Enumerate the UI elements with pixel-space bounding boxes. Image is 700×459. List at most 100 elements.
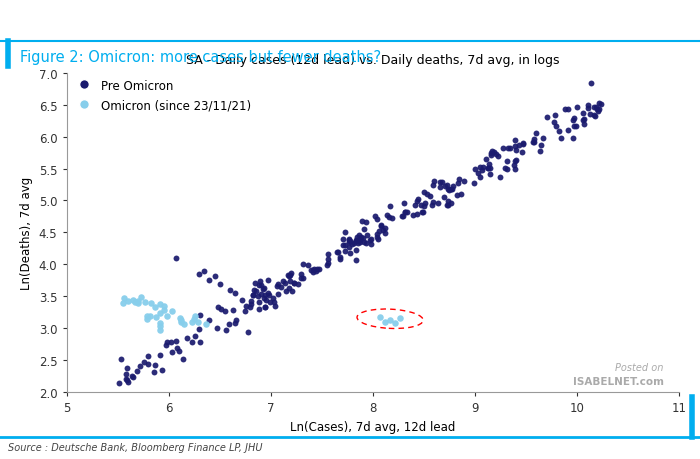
Point [568,123,579,130]
Point [441,202,452,209]
Point [510,166,521,174]
Point [578,121,589,129]
Point [155,351,166,358]
Point [594,106,605,114]
Point [337,242,349,250]
Point [253,293,264,301]
Point [162,312,173,319]
Point [419,189,430,196]
Point [371,216,382,223]
Point [440,183,451,190]
Point [256,282,267,289]
Point [193,325,204,333]
Point [428,199,439,207]
Point [476,167,487,174]
Point [176,316,187,324]
Point [477,164,489,172]
Point [373,228,384,235]
Point [443,186,454,194]
Point [358,225,370,233]
Point [136,293,147,301]
Point [550,123,561,130]
Point [186,339,197,347]
Point [120,375,131,383]
Point [591,106,602,114]
Point [246,297,257,305]
Point [118,295,130,302]
Y-axis label: Ln(Deaths), 7d avg: Ln(Deaths), 7d avg [20,176,34,290]
Point [584,112,595,119]
Point [505,146,516,153]
Point [555,135,566,142]
Point [445,200,456,207]
Point [351,234,363,241]
Point [443,187,454,195]
Point [259,304,270,311]
Point [154,323,165,330]
Point [182,335,193,342]
Point [127,297,139,304]
Point [275,284,286,291]
Point [517,141,528,148]
Point [284,273,295,280]
Point [428,182,439,189]
Point [528,136,540,144]
Point [263,291,274,299]
Point [194,311,205,319]
Point [338,236,349,244]
Point [399,209,410,216]
Point [158,302,169,310]
Point [397,213,408,220]
Point [398,200,409,207]
Point [194,339,205,347]
Point [199,268,210,275]
Point [550,112,561,119]
Point [360,240,372,247]
Point [113,379,124,386]
Point [412,211,423,218]
Point [499,165,510,173]
Text: Figure 2: Omicron: more cases but fewer deaths?: Figure 2: Omicron: more cases but fewer … [20,50,381,64]
Point [250,287,261,295]
Point [167,308,178,315]
Point [115,355,126,363]
Point [237,296,248,303]
Point [352,240,363,247]
Point [260,303,271,311]
Point [375,222,386,230]
Point [585,80,596,87]
Point [170,255,181,262]
Point [158,307,169,314]
Point [254,282,265,289]
Point [354,239,365,246]
Point [302,262,314,269]
Point [212,304,223,311]
Point [269,302,280,310]
Point [582,102,594,109]
Point [390,320,401,327]
Point [283,272,294,279]
Point [484,161,495,168]
Point [259,292,270,299]
Point [447,184,458,191]
Point [160,342,172,349]
Point [442,202,454,209]
Point [379,224,391,232]
Point [228,307,239,314]
Point [173,347,184,355]
Point [272,283,283,290]
Point [143,360,154,368]
Point [435,184,446,191]
Point [398,213,409,220]
Point [340,228,351,235]
Point [592,108,603,115]
Point [344,238,356,246]
Point [482,165,493,172]
Point [259,285,270,292]
Point [346,241,358,248]
Point [248,291,259,299]
Point [510,143,521,151]
Point [379,319,391,326]
Legend: Pre Omicron, Omicron (since 23/11/21): Pre Omicron, Omicron (since 23/11/21) [72,79,251,112]
Point [409,202,420,209]
